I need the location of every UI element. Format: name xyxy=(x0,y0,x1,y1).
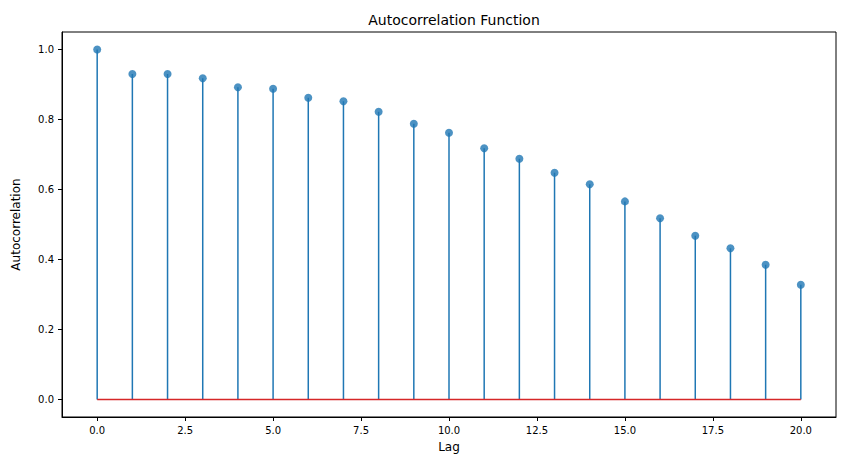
svg-text:20.0: 20.0 xyxy=(790,425,812,436)
svg-text:5.0: 5.0 xyxy=(265,425,281,436)
svg-text:15.0: 15.0 xyxy=(614,425,636,436)
svg-text:2.5: 2.5 xyxy=(177,425,193,436)
svg-text:Lag: Lag xyxy=(438,440,460,454)
svg-text:10.0: 10.0 xyxy=(438,425,460,436)
svg-text:0.6: 0.6 xyxy=(38,184,54,195)
svg-text:1.0: 1.0 xyxy=(38,44,54,55)
svg-text:0.0: 0.0 xyxy=(89,425,105,436)
svg-text:0.4: 0.4 xyxy=(38,254,54,265)
svg-text:7.5: 7.5 xyxy=(353,425,369,436)
svg-text:12.5: 12.5 xyxy=(526,425,548,436)
svg-text:0.8: 0.8 xyxy=(38,114,54,125)
svg-text:0.2: 0.2 xyxy=(38,324,54,335)
svg-text:Autocorrelation Function: Autocorrelation Function xyxy=(368,12,540,28)
svg-text:17.5: 17.5 xyxy=(702,425,724,436)
svg-text:Autocorrelation: Autocorrelation xyxy=(9,178,23,270)
svg-text:0.0: 0.0 xyxy=(38,394,54,405)
